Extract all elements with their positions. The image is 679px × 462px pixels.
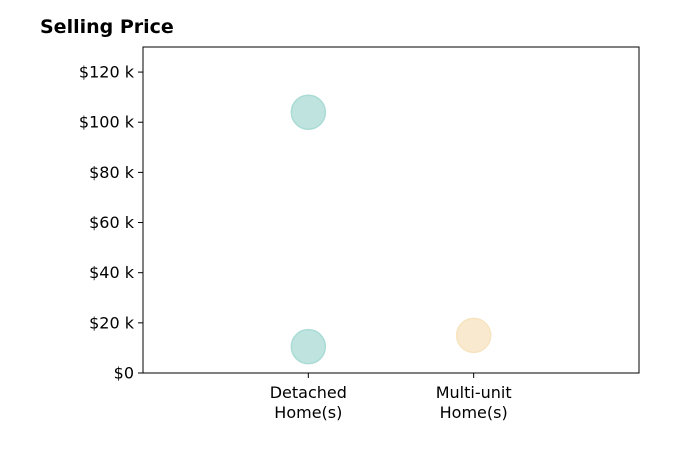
- x-tick-label: Multi-unit Home(s): [436, 383, 512, 422]
- chart-title: Selling Price: [40, 16, 174, 38]
- y-tick-label: $0: [114, 364, 134, 383]
- y-tick-label: $80 k: [89, 163, 135, 182]
- y-tick-label: $60 k: [89, 213, 135, 232]
- plot-frame: [142, 46, 640, 374]
- data-point: [455, 317, 492, 354]
- y-tick-label: $120 k: [79, 63, 135, 82]
- x-axis: Detached Home(s) Multi-unit Home(s): [270, 373, 512, 422]
- y-tick-label: $20 k: [89, 313, 135, 332]
- y-tick-label: $40 k: [89, 263, 135, 282]
- data-point: [290, 328, 327, 365]
- x-tick-label: Detached Home(s): [270, 383, 347, 422]
- y-tick-label: $100 k: [79, 113, 135, 132]
- data-point: [290, 94, 327, 130]
- points-layer: [290, 94, 492, 365]
- y-axis: $0 $20 k $40 k $60 k $80 k $100 k $120 k: [79, 63, 143, 383]
